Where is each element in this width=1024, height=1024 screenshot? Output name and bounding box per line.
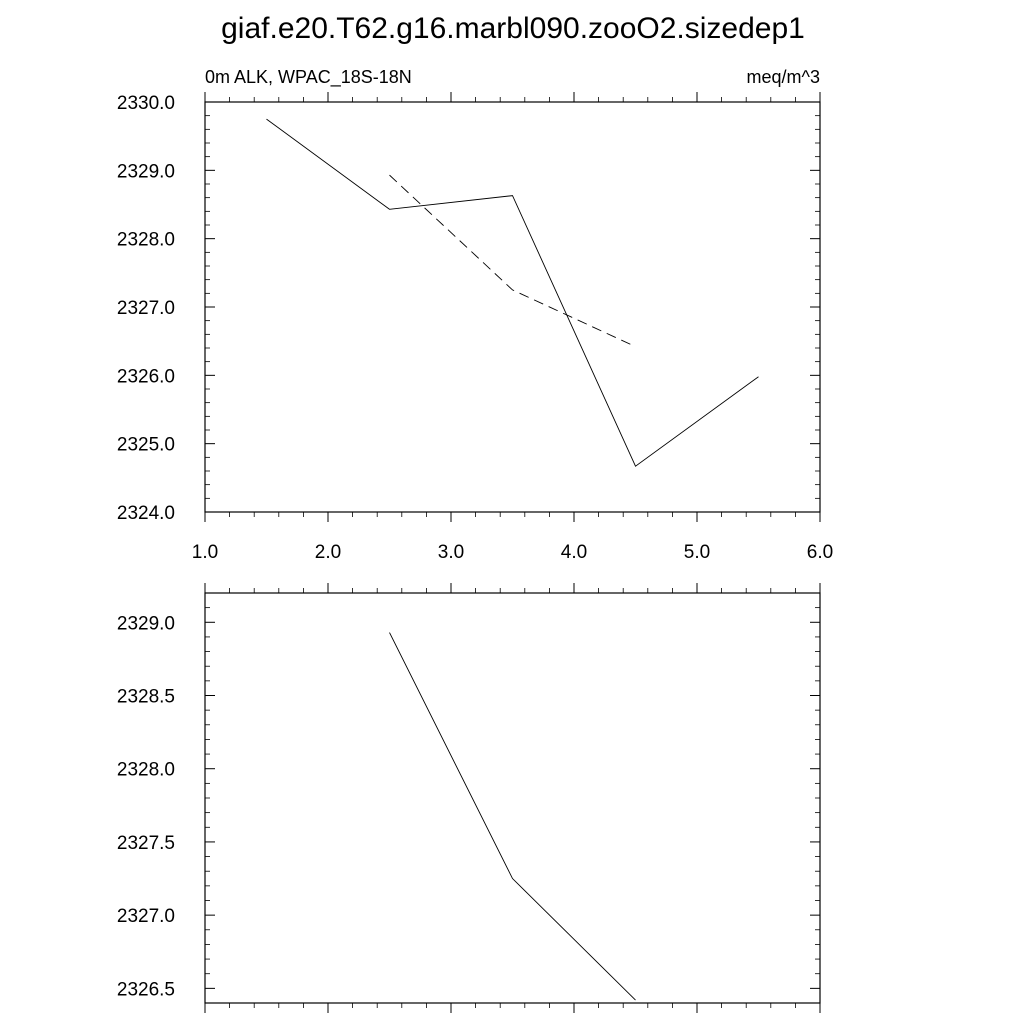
top-series-1-solid-line bbox=[266, 118, 759, 467]
bottom-series-1-solid-line bbox=[389, 632, 636, 1001]
top-axis-ticks bbox=[204, 92, 821, 522]
top-y-tick-label: 2326.0 bbox=[117, 366, 175, 387]
top-x-tick-label: 3.0 bbox=[438, 542, 464, 563]
top-y-tick-label: 2330.0 bbox=[117, 93, 175, 114]
bottom-y-tick-label: 2328.0 bbox=[117, 760, 175, 781]
top-x-tick-label: 6.0 bbox=[807, 542, 833, 563]
top-x-tick-label: 4.0 bbox=[561, 542, 587, 563]
bottom-y-tick-label: 2327.5 bbox=[117, 833, 175, 854]
bottom-y-tick-label: 2326.5 bbox=[117, 979, 175, 1000]
bottom-panel: 2326.5 2327.0 2327.5 2328.0 2328.5 2329.0 bbox=[117, 583, 821, 1013]
top-x-tick-label: 2.0 bbox=[315, 542, 341, 563]
bottom-plot-frame bbox=[204, 592, 821, 1004]
bottom-y-tick-label: 2329.0 bbox=[117, 613, 175, 634]
bottom-axis-ticks bbox=[204, 583, 821, 1013]
bottom-y-tick-label: 2328.5 bbox=[117, 687, 175, 708]
top-y-tick-label: 2327.0 bbox=[117, 298, 175, 319]
top-panel-units-label: meq/m^3 bbox=[747, 67, 820, 87]
top-panel-left-label: 0m ALK, WPAC_18S-18N bbox=[205, 67, 412, 88]
top-series-2-dashed-line bbox=[389, 174, 636, 348]
figure-title: giaf.e20.T62.g16.marbl090.zooO2.sizedep1 bbox=[221, 12, 805, 45]
top-y-tick-label: 2329.0 bbox=[117, 161, 175, 182]
top-x-tick-label: 5.0 bbox=[684, 542, 710, 563]
top-x-tick-label: 1.0 bbox=[192, 542, 218, 563]
top-panel: 0m ALK, WPAC_18S-18N meq/m^3 1.0 2.0 3.0 4.… bbox=[117, 67, 833, 563]
top-y-tick-label: 2325.0 bbox=[117, 435, 175, 456]
top-y-tick-label: 2328.0 bbox=[117, 230, 175, 251]
top-y-tick-label: 2324.0 bbox=[117, 503, 175, 524]
bottom-y-tick-label: 2327.0 bbox=[117, 906, 175, 927]
top-plot-frame bbox=[204, 101, 821, 513]
